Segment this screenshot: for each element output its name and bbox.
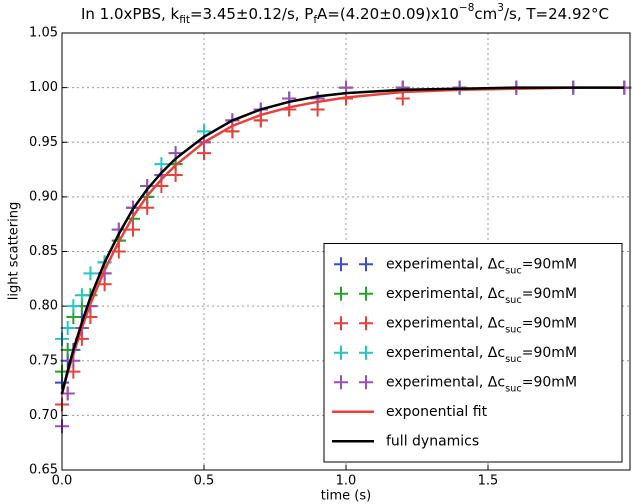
text-segment: experimental, Δc bbox=[386, 315, 505, 331]
legend-marker bbox=[334, 345, 373, 360]
text-segment: experimental, Δc bbox=[386, 286, 505, 302]
legend-label: experimental, Δcsuc=90mM bbox=[386, 345, 577, 365]
legend-marker bbox=[334, 316, 373, 331]
text-segment: fit bbox=[179, 14, 190, 26]
legend-box bbox=[323, 243, 623, 463]
legend-marker bbox=[334, 257, 373, 272]
text-segment: =90mM bbox=[522, 345, 577, 361]
data-point bbox=[83, 266, 98, 281]
y-tick-label: 0.80 bbox=[29, 299, 58, 314]
text-segment: In 1.0xPBS, k bbox=[81, 5, 180, 23]
legend-label: exponential fit bbox=[386, 404, 488, 420]
x-tick-label: 0.5 bbox=[194, 474, 215, 489]
y-axis-label: light scattering bbox=[7, 202, 22, 300]
legend-label: experimental, Δcsuc=90mM bbox=[386, 256, 577, 276]
legend-label: full dynamics bbox=[386, 433, 479, 449]
legend-marker bbox=[334, 375, 373, 390]
legend-label: experimental, Δcsuc=90mM bbox=[386, 315, 577, 335]
data-point bbox=[60, 320, 75, 335]
text-segment: full dynamics bbox=[386, 433, 479, 449]
text-segment: exponential fit bbox=[386, 404, 488, 420]
text-segment: =3.45±0.12/s, P bbox=[190, 5, 313, 23]
text-segment: A=(4.20±0.09)x10 bbox=[317, 5, 459, 23]
text-segment: experimental, Δc bbox=[386, 374, 505, 390]
y-tick-label: 0.85 bbox=[29, 244, 58, 259]
data-point bbox=[140, 200, 155, 215]
text-segment: suc bbox=[505, 383, 522, 394]
data-point bbox=[74, 288, 89, 303]
data-point bbox=[126, 222, 140, 237]
y-tick-label: 1.00 bbox=[29, 80, 58, 95]
text-segment: =90mM bbox=[522, 315, 577, 331]
x-tick-label: 1.0 bbox=[336, 474, 357, 489]
legend-label: experimental, Δcsuc=90mM bbox=[386, 286, 577, 306]
text-segment: suc bbox=[505, 265, 522, 276]
plot-frame bbox=[61, 32, 631, 471]
data-point bbox=[282, 91, 297, 106]
y-tick-label: 1.05 bbox=[29, 26, 58, 41]
y-tick-label: 0.95 bbox=[29, 135, 58, 150]
legend-marker bbox=[334, 286, 373, 301]
line-series bbox=[60, 86, 625, 394]
line-series bbox=[60, 86, 625, 394]
text-segment: f bbox=[313, 14, 317, 26]
chart-title: In 1.0xPBS, kfit=3.45±0.12/s, PfA=(4.20±… bbox=[81, 2, 609, 26]
data-point bbox=[310, 91, 325, 106]
text-segment: =90mM bbox=[522, 374, 577, 390]
y-tick-label: 0.70 bbox=[29, 408, 58, 423]
legend-label: experimental, Δcsuc=90mM bbox=[386, 374, 577, 394]
x-tick-label: 0.0 bbox=[52, 474, 73, 489]
text-segment: cm bbox=[474, 5, 497, 23]
text-segment: experimental, Δc bbox=[386, 345, 505, 361]
text-segment: =90mM bbox=[522, 256, 577, 272]
text-segment: suc bbox=[505, 324, 522, 335]
y-tick-label: 0.90 bbox=[29, 189, 58, 204]
y-tick-label: 0.65 bbox=[29, 463, 58, 478]
data-point bbox=[66, 299, 81, 314]
x-axis-label: time (s) bbox=[321, 489, 371, 504]
x-tick-label: 1.5 bbox=[478, 474, 499, 489]
y-tick-label: 0.75 bbox=[29, 353, 58, 368]
text-segment: suc bbox=[505, 353, 522, 364]
text-segment: experimental, Δc bbox=[386, 256, 505, 272]
data-point bbox=[168, 168, 183, 183]
text-segment: suc bbox=[505, 294, 522, 305]
text-segment: =90mM bbox=[522, 286, 577, 302]
text-segment: −8 bbox=[459, 2, 474, 14]
text-segment: /s, T=24.92°C bbox=[504, 5, 609, 23]
text-segment: 3 bbox=[497, 2, 504, 14]
